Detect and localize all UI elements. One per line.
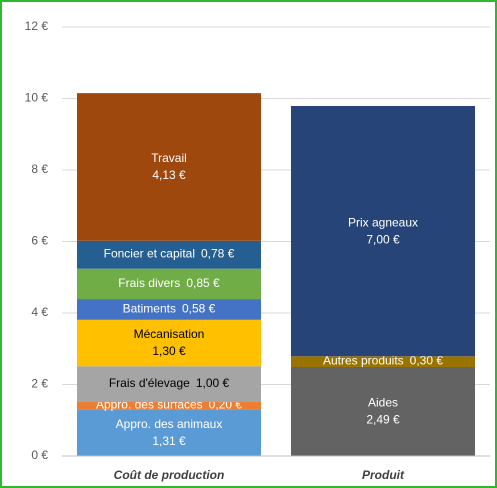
data-label: 7,00 € [366,232,400,246]
segment-name: Aides [368,396,398,410]
bar-segment [76,93,262,241]
segment-name: Autres produits [323,354,404,368]
y-tick-label: 10 € [25,91,49,105]
segment-name: Foncier et capital [104,247,195,261]
bar-segment [76,366,262,403]
bar-segment [76,268,262,300]
bar-segment [290,366,476,456]
bar-segment [76,402,262,410]
data-label: 1,31 € [152,434,186,448]
segment-name: Mécanisation [134,327,205,341]
segment-name: Travail [151,151,187,165]
y-tick-label: 6 € [31,234,48,248]
x-tick-label: Produit [362,468,405,482]
y-tick-label: 0 € [31,448,48,462]
segment-name: Frais divers [118,276,180,290]
y-tick-label: 12 € [25,19,49,33]
segment-label: Frais divers 0,85 € [118,276,220,290]
data-label: 4,13 € [152,168,186,182]
data-label: 0,58 € [182,302,216,316]
data-label: 0,78 € [201,247,235,261]
x-tick-label: Coût de production [114,468,225,482]
segment-label: Foncier et capital 0,78 € [104,247,235,261]
y-tick-label: 8 € [31,162,48,176]
segment-name: Prix agneaux [348,215,418,229]
data-label: 0,85 € [186,276,220,290]
segment-name: Appro. des animaux [116,417,223,431]
segment-name: Frais d'élevage [109,376,190,390]
y-tick-label: 4 € [31,305,48,319]
bar-segment [76,409,262,456]
y-tick-label: 2 € [31,377,48,391]
data-label: 0,30 € [410,354,444,368]
data-label: 2,49 € [366,413,400,427]
data-label: 1,30 € [152,344,186,358]
bar-segment [76,319,262,367]
segment-label: Batiments 0,58 € [123,302,216,316]
bar-segment [76,299,262,320]
segment-label: Autres produits 0,30 € [323,354,443,368]
bar-segment [290,106,476,357]
bar-segment [290,356,476,367]
segment-label: Frais d'élevage 1,00 € [109,376,230,390]
segment-name: Batiments [123,302,176,316]
data-label: 1,00 € [196,376,230,390]
bar-segment [76,240,262,269]
